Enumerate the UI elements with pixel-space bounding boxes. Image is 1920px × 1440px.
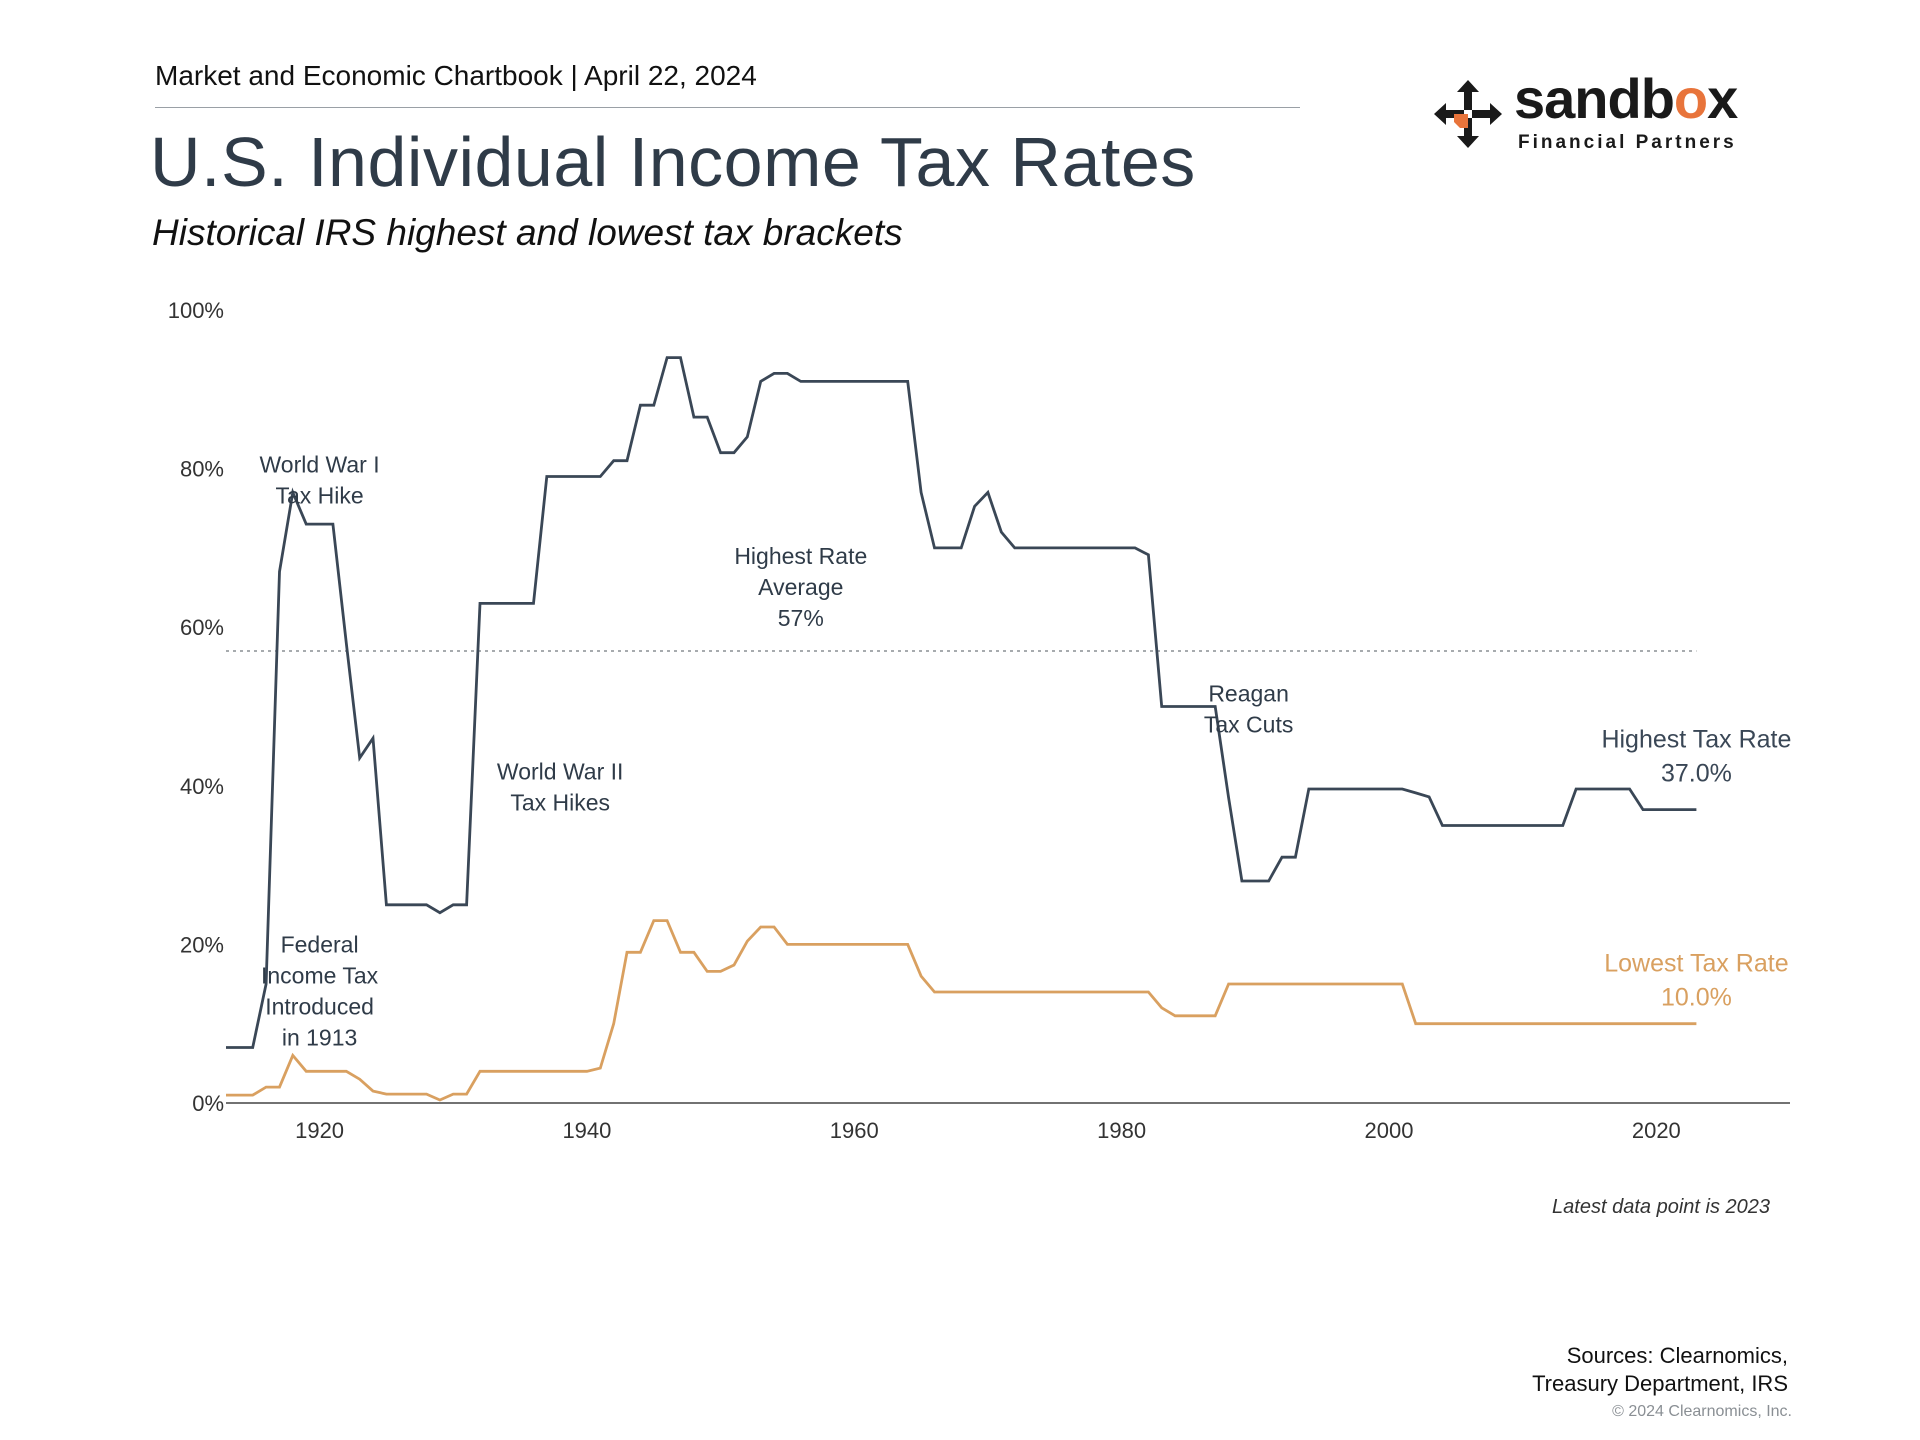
page-subtitle: Historical IRS highest and lowest tax br… — [152, 212, 903, 253]
annotation-fed: Federal — [281, 931, 359, 957]
annotation-reagan: Tax Cuts — [1204, 712, 1293, 738]
page-title: U.S. Individual Income Tax Rates — [150, 123, 1196, 201]
annotation-ww2: Tax Hikes — [510, 789, 610, 815]
lowest-rate-end-label-value: 10.0% — [1661, 984, 1732, 1012]
annotation-avg: Average — [758, 574, 843, 600]
y-tick-label: 60% — [180, 615, 224, 640]
arrows-cross-icon — [1434, 80, 1502, 148]
lowest-rate-end-label-name: Lowest Tax Rate — [1604, 950, 1788, 978]
annotation-fed: Income Tax — [261, 962, 379, 988]
publication-header: Market and Economic Chartbook | April 22… — [155, 60, 757, 91]
x-tick-label: 2000 — [1364, 1118, 1413, 1143]
annotation-fed: in 1913 — [282, 1024, 357, 1050]
sources-line-2: Treasury Department, IRS — [1532, 1371, 1788, 1396]
sources-note: Sources: Clearnomics, Treasury Departmen… — [1532, 1342, 1788, 1398]
annotation-avg: 57% — [778, 605, 824, 631]
annotation-ww1: Tax Hike — [275, 483, 363, 509]
highest-rate-end-label-value: 37.0% — [1661, 760, 1732, 788]
y-tick-label: 80% — [180, 457, 224, 482]
annotation-reagan: Reagan — [1208, 681, 1289, 707]
annotation-avg: Highest Rate — [734, 543, 867, 569]
lowest-rate-line — [226, 919, 1697, 1102]
logo-wordmark: sandbox — [1514, 67, 1738, 130]
y-tick-label: 20% — [180, 932, 224, 957]
logo-tagline: Financial Partners — [1518, 132, 1737, 153]
annotation-fed: Introduced — [265, 993, 374, 1019]
brand-logo: sandbox Financial Partners — [1432, 67, 1752, 158]
latest-data-note: Latest data point is 2023 — [1552, 1196, 1770, 1218]
x-tick-label: 1980 — [1097, 1118, 1146, 1143]
annotation-ww2: World War II — [497, 758, 624, 784]
y-tick-label: 0% — [192, 1091, 224, 1116]
x-tick-label: 1920 — [295, 1118, 344, 1143]
x-tick-label: 1940 — [562, 1118, 611, 1143]
highest-rate-line — [226, 356, 1697, 1049]
header-divider — [155, 107, 1300, 108]
highest-rate-end-label-name: Highest Tax Rate — [1601, 726, 1791, 754]
x-tick-label: 2020 — [1632, 1118, 1681, 1143]
sources-line-1: Sources: Clearnomics, — [1566, 1343, 1788, 1368]
y-tick-label: 100% — [168, 298, 224, 323]
y-tick-label: 40% — [180, 774, 224, 799]
x-tick-label: 1960 — [830, 1118, 879, 1143]
annotation-ww1: World War I — [260, 452, 380, 478]
copyright-note: © 2024 Clearnomics, Inc. — [1612, 1403, 1792, 1420]
